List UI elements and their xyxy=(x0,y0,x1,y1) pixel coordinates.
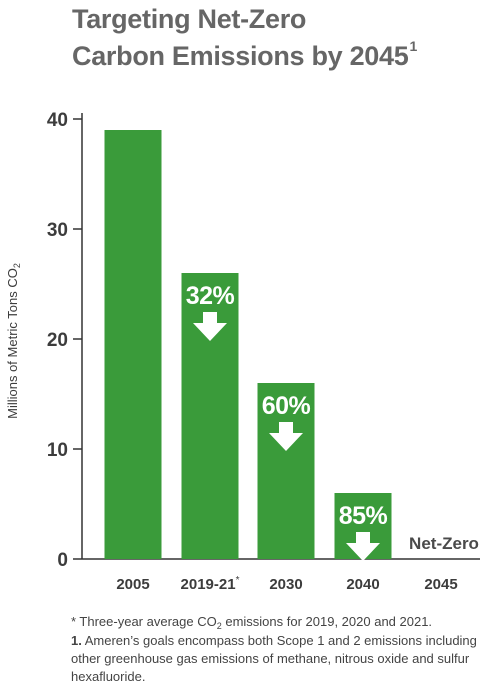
x-tick-label: 2040 xyxy=(346,576,379,593)
footnote-star-suffix: emissions for 2019, 2020 and 2021. xyxy=(221,614,433,629)
footnote-one-text: Ameren’s goals encompass both Scope 1 an… xyxy=(71,633,477,684)
y-tick-label: 0 xyxy=(57,550,68,571)
x-tick-label: 2019-21* xyxy=(181,575,240,593)
bar-2030 xyxy=(257,383,315,559)
chart-title-line-1: Targeting Net-Zero xyxy=(72,4,307,34)
footnote-star-subscript: 2 xyxy=(216,621,222,631)
bar-value-label: 32% xyxy=(186,282,235,310)
y-axis-label-text: Millions of Metric Tons CO xyxy=(5,268,20,419)
x-tick-label: 2045 xyxy=(424,576,457,593)
bar-value-label: 85% xyxy=(339,502,388,530)
chart-area: 0 10 20 30 40 Millions of Metric Tons CO2 2005… xyxy=(5,110,480,593)
footnotes: * Three-year average CO2 emissions for 2… xyxy=(71,613,491,686)
y-tick-label: 30 xyxy=(47,220,68,241)
x-tick-label: 2005 xyxy=(116,576,149,593)
x-tick-label-text: 2045 xyxy=(424,576,457,593)
y-axis-label: Millions of Metric Tons CO2 xyxy=(5,263,22,419)
x-tick-label-text: 2019-21 xyxy=(181,576,236,593)
footnote-one-number: 1. xyxy=(71,633,82,648)
y-axis-label-subscript: 2 xyxy=(12,263,22,268)
bar-value-label: Net-Zero xyxy=(409,534,479,553)
down-arrow-icon xyxy=(346,532,380,561)
chart-title-line-2-text: Carbon Emissions by 2045 xyxy=(72,41,409,71)
bar-2005 xyxy=(104,130,162,559)
footnote-scope-emissions: 1. Ameren’s goals encompass both Scope 1… xyxy=(71,632,491,686)
x-tick-label-marker: * xyxy=(236,575,240,586)
down-arrow-icon xyxy=(193,312,227,341)
bar-value-label: 60% xyxy=(262,392,311,420)
footnote-three-year-average: * Three-year average CO2 emissions for 2… xyxy=(71,613,491,632)
chart-title-line-2: Carbon Emissions by 20451 xyxy=(72,35,492,72)
x-tick-label-text: 2005 xyxy=(116,576,149,593)
x-tick-label-text: 2040 xyxy=(346,576,379,593)
y-tick-label: 40 xyxy=(47,110,68,131)
x-tick-label: 2030 xyxy=(269,576,302,593)
x-tick-label-text: 2030 xyxy=(269,576,302,593)
footnote-star-prefix: * Three-year average CO xyxy=(71,614,217,629)
down-arrow-icon xyxy=(269,422,303,451)
y-tick-label: 20 xyxy=(47,330,68,351)
chart-title: Targeting Net-Zero Carbon Emissions by 2… xyxy=(72,4,492,72)
chart-title-footnote-marker: 1 xyxy=(409,38,417,54)
y-tick-label: 10 xyxy=(47,440,68,461)
